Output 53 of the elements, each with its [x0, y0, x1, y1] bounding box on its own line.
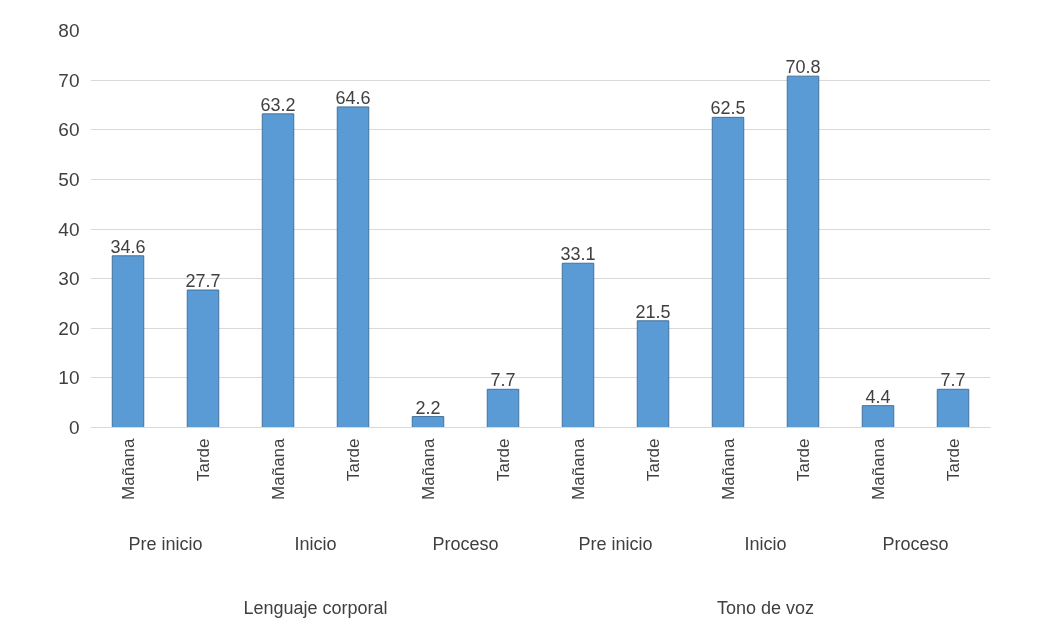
data-label: 64.6 [335, 87, 371, 108]
y-tick-label: 60 [58, 119, 80, 141]
x-tick-label: Tarde [793, 438, 813, 482]
bar [336, 106, 370, 428]
x-tick-label: Mañana [718, 437, 738, 500]
x-tick-label: Mañana [568, 437, 588, 500]
y-tick-label: 80 [58, 20, 80, 41]
text: Inicio [294, 533, 337, 554]
bar [411, 416, 445, 428]
data-label: 27.7 [185, 271, 221, 292]
bar [261, 113, 295, 428]
x-tick-label: Mañana [118, 437, 138, 500]
bar [561, 262, 595, 428]
bar [786, 75, 820, 428]
x-tick-label: Mañana [868, 437, 888, 500]
text: Pre inicio [128, 533, 203, 554]
y-tick-label: 0 [68, 417, 80, 438]
data-label: 2.2 [415, 397, 441, 418]
y-tick-label: 50 [58, 168, 80, 190]
data-label: 33.1 [560, 244, 596, 265]
data-label: 62.5 [710, 98, 746, 119]
data-label: 7.7 [940, 370, 966, 391]
text: Pre inicio [578, 533, 653, 554]
data-label: 7.7 [490, 370, 516, 391]
bar [111, 255, 145, 428]
data-label: 4.4 [865, 386, 891, 407]
data-label: 70.8 [785, 57, 821, 78]
text: Lenguaje corporal [243, 597, 388, 618]
data-label: 21.5 [635, 301, 671, 322]
x-tick-label: Mañana [418, 437, 438, 500]
x-tick-label: Tarde [343, 438, 363, 482]
x-tick-label: Tarde [643, 438, 663, 482]
text: Tono de voz [716, 597, 815, 618]
x-tick-label: Mañana [268, 437, 288, 500]
bar [711, 116, 745, 428]
y-tick-label: 40 [58, 218, 80, 240]
y-tick-label: 30 [58, 268, 80, 290]
bar [186, 289, 220, 428]
text: Proceso [432, 533, 499, 554]
data-label: 34.6 [110, 236, 146, 257]
data-label: 63.2 [260, 94, 296, 115]
text: Proceso [882, 533, 949, 554]
bar [636, 320, 670, 428]
y-tick-label: 20 [58, 317, 80, 339]
x-tick-label: Tarde [493, 438, 513, 482]
x-tick-label: Tarde [943, 438, 963, 482]
text: Inicio [744, 533, 787, 554]
bar [861, 405, 895, 428]
bar [486, 388, 520, 428]
x-tick-label: Tarde [193, 438, 213, 482]
y-tick-label: 70 [58, 69, 80, 91]
bar [936, 388, 970, 428]
y-tick-label: 10 [58, 367, 80, 389]
